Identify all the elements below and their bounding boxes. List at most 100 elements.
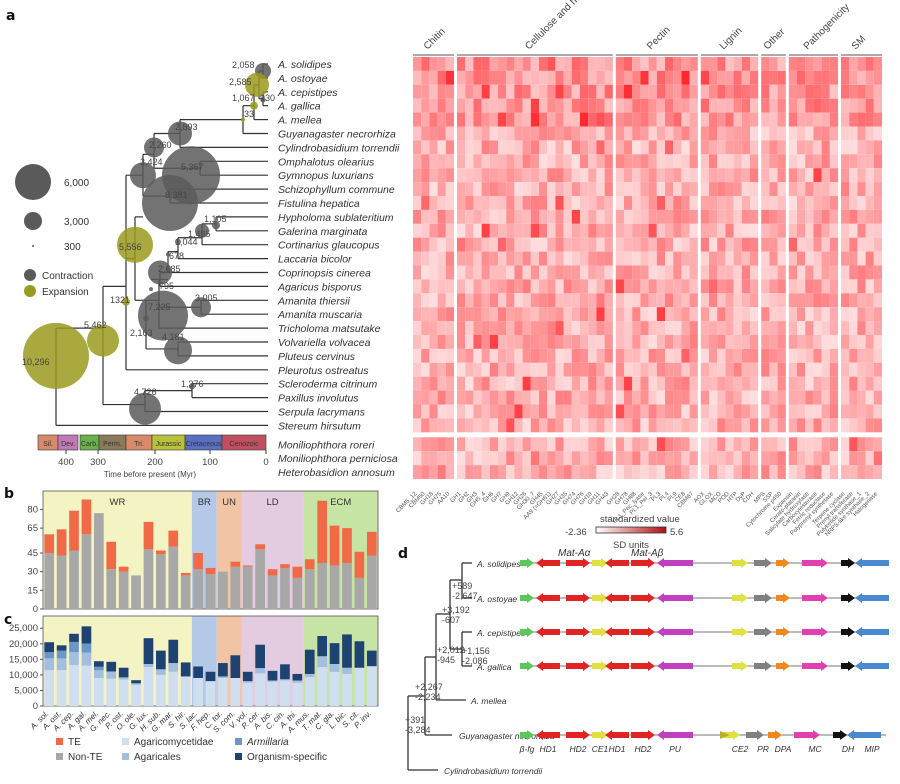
- heatmap-cell: [805, 154, 814, 169]
- heatmap-cell: [733, 57, 742, 71]
- heatmap-cell: [761, 209, 770, 224]
- heatmap-cell: [571, 209, 580, 224]
- bar-non-te: [292, 577, 303, 609]
- species-label: A. gallica: [277, 101, 321, 113]
- heatmap-cell: [700, 404, 709, 419]
- heatmap-cell: [624, 348, 633, 363]
- heatmap-cell: [615, 182, 624, 196]
- heatmap-cell: [725, 279, 734, 294]
- heatmap-cell: [571, 321, 580, 335]
- bar-te: [118, 566, 129, 572]
- heatmap-cell: [769, 140, 778, 155]
- heatmap-cell: [725, 126, 734, 141]
- heatmap-cell: [673, 84, 682, 99]
- heatmap-cell: [539, 321, 548, 335]
- heatmap-cell: [522, 57, 531, 71]
- bar-te: [292, 566, 303, 578]
- heatmap-cell: [421, 404, 430, 419]
- heatmap-cell: [457, 321, 466, 335]
- heatmap-cell: [709, 112, 718, 127]
- heatmap-cell: [750, 404, 759, 419]
- heatmap-cell: [865, 140, 874, 155]
- heatmap-cell: [539, 223, 548, 238]
- node-value-contraction: 4,181: [162, 332, 185, 342]
- heatmap-cell: [689, 293, 698, 308]
- heatmap-cell: [632, 376, 641, 391]
- heatmap-cell: [539, 98, 548, 113]
- heatmap-cell: [717, 112, 726, 127]
- bar-organism-specific: [69, 633, 79, 642]
- heatmap-cell: [481, 84, 490, 99]
- bar-non-te: [180, 575, 191, 609]
- heatmap-cell: [829, 279, 838, 294]
- heatmap-cell: [873, 265, 882, 280]
- heatmap-cell: [857, 279, 866, 294]
- heatmap-cell: [445, 390, 454, 405]
- heatmap-cell: [788, 437, 797, 452]
- heatmap-cell: [873, 168, 882, 183]
- heatmap-cell: [805, 451, 814, 466]
- heatmap-cell: [709, 251, 718, 266]
- heatmap-cell: [725, 251, 734, 266]
- heatmap-cell: [873, 376, 882, 391]
- heatmap-cell: [489, 307, 498, 322]
- scale-max: 5.6: [670, 527, 683, 538]
- heatmap-cell: [821, 251, 830, 266]
- heatmap-cell: [429, 418, 438, 433]
- heatmap-cell: [689, 70, 698, 85]
- heatmap-cell: [465, 112, 474, 127]
- bar-non-te: [366, 555, 377, 609]
- heatmap-cell: [596, 182, 605, 196]
- heatmap-group-labels: Chitin Cellulose and hemicellulose Pectin L…: [413, 0, 882, 56]
- heatmap-cell: [547, 362, 556, 377]
- heatmap-cell: [421, 321, 430, 335]
- heatmap-cell: [457, 154, 466, 169]
- heatmap-cell: [547, 209, 556, 224]
- heatmap-cell: [632, 335, 641, 349]
- heatmap-cell: [596, 390, 605, 405]
- heatmap-cell: [717, 196, 726, 210]
- heatmap-cell: [445, 404, 454, 419]
- heatmap-cell: [539, 84, 548, 99]
- heatmap-cell: [717, 223, 726, 238]
- heatmap-cell: [821, 293, 830, 308]
- heatmap-cell: [873, 251, 882, 266]
- heatmap-cell: [841, 182, 850, 196]
- gene-arrow: [566, 730, 590, 740]
- heatmap-cell: [709, 279, 718, 294]
- heatmap-cell: [522, 140, 531, 155]
- bar-agaricomycetidae: [69, 664, 79, 706]
- expansion-node: [23, 322, 89, 389]
- heatmap-cell: [530, 437, 539, 452]
- heatmap-cell: [849, 293, 858, 308]
- heatmap-cell: [857, 418, 866, 433]
- heatmap-cell: [788, 168, 797, 183]
- heatmap-cell: [813, 98, 822, 113]
- heatmap-cell: [547, 376, 556, 391]
- heatmap-cell: [421, 209, 430, 224]
- heatmap-cell: [473, 437, 482, 452]
- heatmap-cell: [555, 209, 564, 224]
- gene-arrow: [841, 661, 855, 671]
- bar-agaricomycetidae: [230, 678, 241, 706]
- expansion-node: [117, 226, 153, 263]
- heatmap-cell: [725, 98, 734, 113]
- gene-arrow: [566, 558, 590, 568]
- heatmap-cell: [588, 293, 597, 308]
- heatmap-cell: [761, 57, 770, 71]
- heatmap-cell: [457, 57, 466, 71]
- heatmap-cell: [725, 390, 734, 405]
- bar-organism-specific: [292, 673, 303, 681]
- heatmap-cell: [522, 168, 531, 183]
- bar-te: [180, 572, 191, 576]
- heatmap-cell: [624, 465, 633, 479]
- heatmap-cell: [700, 84, 709, 99]
- heatmap-cell: [821, 307, 830, 322]
- bar-organism-specific: [131, 680, 141, 684]
- gene-arrow: [776, 661, 790, 671]
- heatmap-cell: [656, 70, 665, 85]
- heatmap-cell: [681, 451, 690, 466]
- heatmap-cell: [841, 293, 850, 308]
- heatmap-cell: [750, 237, 759, 252]
- heatmap-cell: [588, 376, 597, 391]
